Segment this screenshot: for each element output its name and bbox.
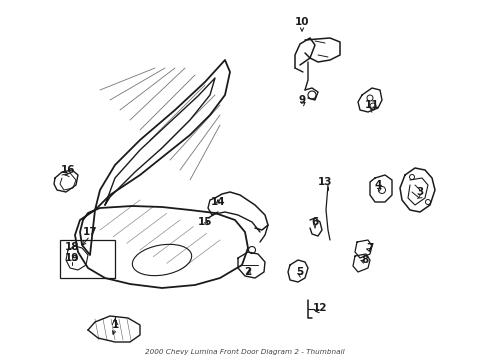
Text: 19: 19	[65, 253, 79, 263]
Text: 1: 1	[111, 320, 119, 330]
Text: 13: 13	[318, 177, 332, 187]
Text: 15: 15	[198, 217, 212, 227]
Text: 8: 8	[362, 255, 368, 265]
Text: 10: 10	[295, 17, 309, 27]
Text: 2: 2	[245, 267, 252, 277]
Text: 4: 4	[374, 180, 382, 190]
Text: 3: 3	[416, 187, 424, 197]
Bar	[60, 240, 115, 278]
Text: 6: 6	[311, 217, 318, 227]
Text: 14: 14	[211, 197, 225, 207]
Text: 2000 Chevy Lumina Front Door Diagram 2 - Thumbnail: 2000 Chevy Lumina Front Door Diagram 2 -…	[145, 349, 345, 355]
Text: 9: 9	[298, 95, 306, 105]
Text: 16: 16	[61, 165, 75, 175]
Text: 17: 17	[83, 227, 98, 237]
Text: 18: 18	[65, 242, 79, 252]
Text: 11: 11	[365, 100, 379, 110]
Text: 12: 12	[313, 303, 327, 313]
Text: 5: 5	[296, 267, 304, 277]
Text: 7: 7	[367, 243, 374, 253]
